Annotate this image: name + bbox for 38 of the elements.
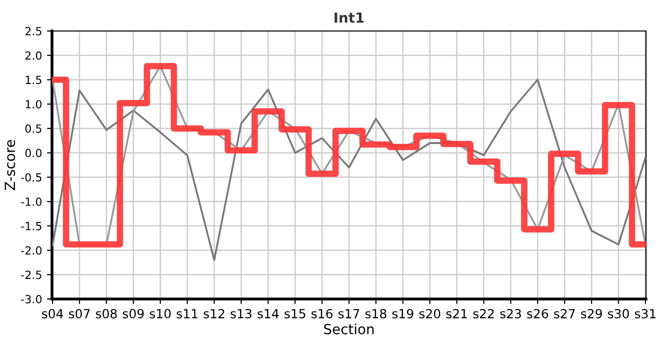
y-tick-label: 0.0 — [25, 148, 42, 158]
y-tick-label: 2.0 — [25, 51, 42, 60]
y-axis-title: Z-score — [4, 140, 16, 190]
x-tick-label: s29 — [581, 308, 602, 318]
y-tick-label: 1.0 — [26, 100, 42, 108]
x-tick-label: s31 — [634, 308, 656, 318]
x-tick-label: s18 — [365, 308, 386, 318]
x-tick-label: s14 — [258, 309, 279, 318]
y-tick-label: 1.5 — [26, 76, 42, 84]
x-tick-label: s20 — [419, 308, 440, 318]
x-tick-label: s30 — [608, 308, 629, 318]
y-tick-label: -1.0 — [21, 198, 42, 206]
y-tick-label: -1.5 — [21, 222, 42, 230]
x-tick-label: s12 — [204, 308, 224, 318]
x-tick-label: s11 — [176, 309, 198, 318]
x-tick-label: s10 — [150, 308, 171, 318]
x-tick-label: s23 — [500, 308, 521, 318]
x-axis-title: Section — [324, 324, 374, 334]
x-tick-label: s04 — [42, 308, 64, 318]
y-tick-label: -2.5 — [21, 270, 42, 280]
x-tick-label: s17 — [338, 309, 360, 318]
x-tick-label: s08 — [96, 308, 117, 318]
y-tick-label: 2.5 — [25, 26, 42, 36]
x-tick-label: s16 — [312, 308, 332, 318]
x-tick-label: s22 — [473, 308, 494, 318]
y-tick-label: -2.0 — [21, 246, 42, 255]
x-tick-label: s15 — [284, 309, 306, 318]
x-tick-label: s19 — [392, 308, 414, 318]
x-tick-label: s27 — [554, 308, 575, 318]
x-tick-label: s13 — [230, 308, 252, 318]
x-tick-label: s09 — [122, 308, 144, 318]
chart-title: Int1 — [334, 12, 364, 23]
x-tick-label: s07 — [68, 308, 90, 318]
y-tick-label: -0.5 — [21, 173, 42, 182]
y-tick-label: 0.5 — [25, 124, 42, 133]
y-tick-label: -3.0 — [21, 294, 42, 304]
x-tick-label: s26 — [527, 308, 548, 318]
x-tick-label: s21 — [446, 308, 467, 318]
